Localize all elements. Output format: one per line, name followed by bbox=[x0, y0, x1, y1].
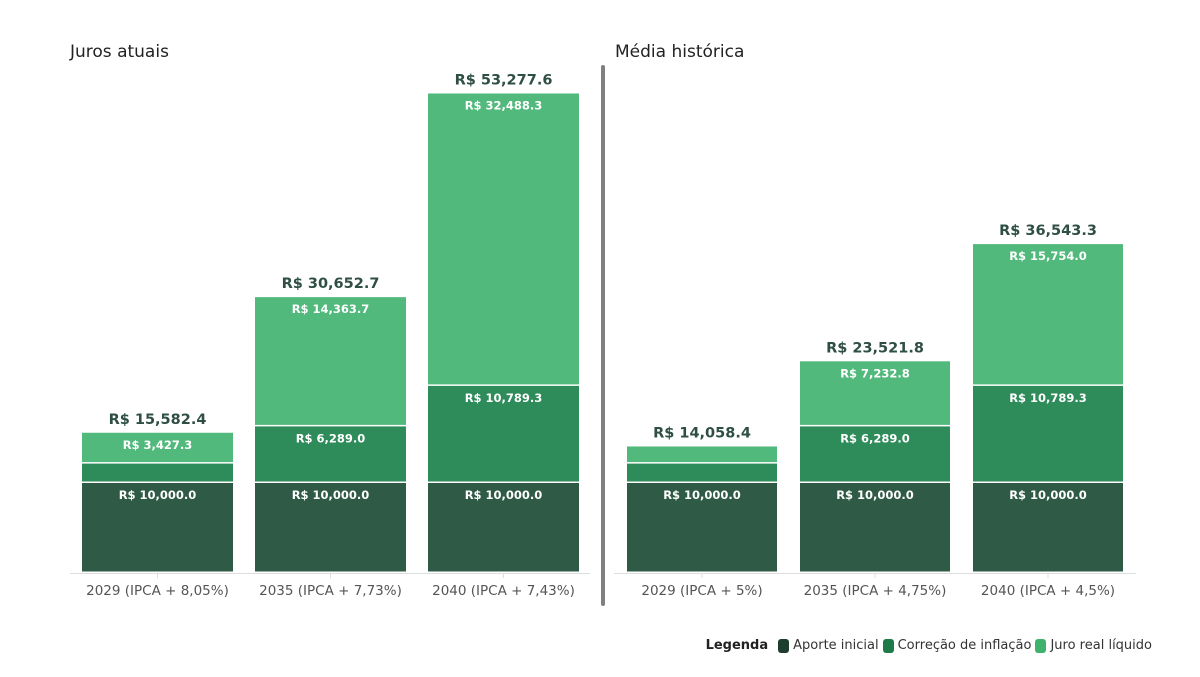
bar-segment-juro-real-l-quido bbox=[428, 93, 579, 385]
bar-segment-juro-real-l-quido bbox=[82, 432, 233, 463]
total-value-label: R$ 53,277.6 bbox=[455, 73, 553, 89]
bar-segment-juro-real-l-quido bbox=[973, 244, 1123, 385]
bar-segment-aporte-inicial bbox=[255, 483, 406, 572]
panel-title: Média histórica bbox=[615, 42, 744, 62]
legend-item-juro-real: Juro real líquido bbox=[1035, 638, 1152, 653]
bar-segment-corre-o-de-infla-o bbox=[428, 385, 579, 482]
legend-label: Correção de inflação bbox=[897, 638, 1032, 653]
category-label: 2040 (IPCA + 4,5%) bbox=[981, 583, 1115, 599]
bar-segment-aporte-inicial bbox=[973, 483, 1123, 572]
legend-item-aporte-inicial: Aporte inicial bbox=[778, 638, 879, 653]
segment-value-label: R$ 10,000.0 bbox=[1009, 488, 1087, 502]
segment-value-label: R$ 32,488.3 bbox=[465, 99, 543, 113]
category-label: 2035 (IPCA + 4,75%) bbox=[804, 583, 947, 599]
legend-title: Legenda bbox=[705, 638, 769, 653]
segment-value-label: R$ 10,789.3 bbox=[1009, 391, 1087, 405]
bar-segment-juro-real-l-quido bbox=[255, 297, 406, 425]
segment-value-label: R$ 6,289.0 bbox=[840, 431, 910, 445]
segment-value-label: R$ 7,232.8 bbox=[840, 366, 910, 380]
segment-value-label: R$ 15,754.0 bbox=[1009, 249, 1087, 263]
panel-title: Juros atuais bbox=[69, 42, 169, 62]
legend-label: Juro real líquido bbox=[1050, 638, 1152, 653]
category-label: 2029 (IPCA + 5%) bbox=[641, 583, 762, 599]
segment-value-label: R$ 10,000.0 bbox=[836, 488, 914, 502]
bar-segment-corre-o-de-infla-o bbox=[627, 463, 777, 482]
segment-value-label: R$ 10,789.3 bbox=[465, 391, 543, 405]
total-value-label: R$ 23,521.8 bbox=[826, 340, 924, 356]
total-value-label: R$ 15,582.4 bbox=[109, 412, 207, 428]
bar-segment-corre-o-de-infla-o bbox=[82, 463, 233, 482]
total-value-label: R$ 30,652.7 bbox=[282, 276, 380, 292]
legend-label: Aporte inicial bbox=[793, 638, 879, 653]
category-label: 2029 (IPCA + 8,05%) bbox=[86, 583, 229, 599]
bar-segment-juro-real-l-quido bbox=[627, 446, 777, 463]
category-label: 2040 (IPCA + 7,43%) bbox=[432, 583, 575, 599]
bar-segment-corre-o-de-infla-o bbox=[255, 426, 406, 482]
total-value-label: R$ 36,543.3 bbox=[999, 223, 1097, 239]
legend: Legenda Aporte inicial Correção de infla… bbox=[706, 638, 1152, 653]
total-value-label: R$ 14,058.4 bbox=[653, 425, 751, 441]
segment-value-label: R$ 14,363.7 bbox=[292, 302, 370, 316]
segment-value-label: R$ 10,000.0 bbox=[465, 488, 543, 502]
bar-segment-aporte-inicial bbox=[428, 483, 579, 572]
bar-segment-juro-real-l-quido bbox=[800, 361, 950, 425]
legend-swatch-juro-real bbox=[1035, 638, 1047, 653]
bar-segment-aporte-inicial bbox=[82, 483, 233, 572]
legend-item-correcao-inflacao: Correção de inflação bbox=[882, 638, 1032, 653]
segment-value-label: R$ 6,289.0 bbox=[296, 431, 366, 445]
segment-value-label: R$ 10,000.0 bbox=[663, 488, 741, 502]
bar-segment-corre-o-de-infla-o bbox=[973, 385, 1123, 482]
legend-swatch-correcao-inflacao bbox=[882, 638, 894, 653]
segment-value-label: R$ 10,000.0 bbox=[292, 488, 370, 502]
category-label: 2035 (IPCA + 7,73%) bbox=[259, 583, 402, 599]
segment-value-label: R$ 3,427.3 bbox=[123, 438, 193, 452]
segment-value-label: R$ 10,000.0 bbox=[119, 488, 197, 502]
legend-swatch-aporte-inicial bbox=[778, 638, 790, 653]
bar-segment-aporte-inicial bbox=[627, 483, 777, 572]
bar-segment-corre-o-de-infla-o bbox=[800, 426, 950, 482]
bar-segment-aporte-inicial bbox=[800, 483, 950, 572]
